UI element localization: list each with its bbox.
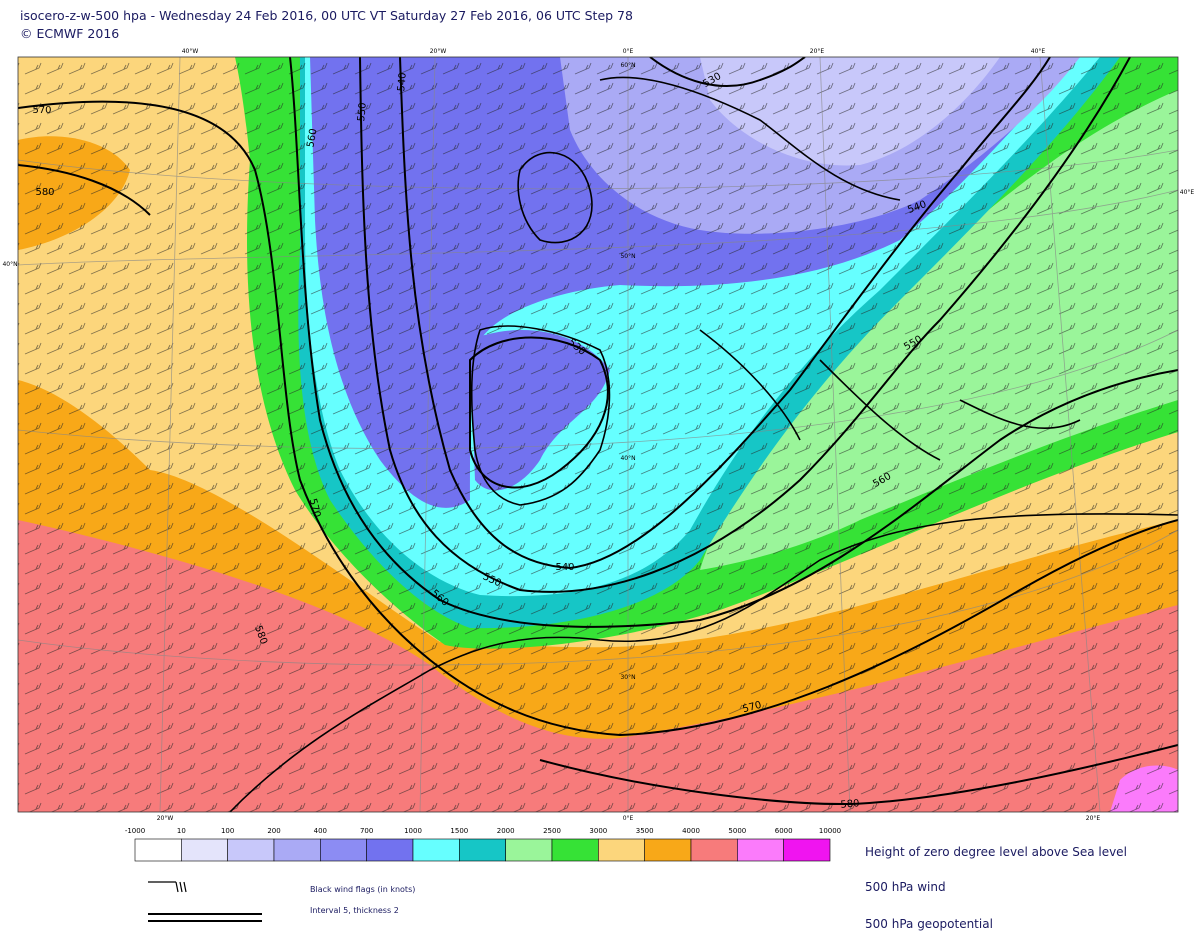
graticule-label: 30°N [620, 674, 635, 681]
legend-break: 700 [360, 827, 373, 835]
contour-label: 550 [356, 102, 369, 122]
legend-break: 3000 [589, 827, 607, 835]
graticule-label: 20°E [810, 48, 825, 55]
contour [18, 100, 1178, 737]
contour-label: 570 [32, 105, 51, 116]
legend-break: 10000 [819, 827, 841, 835]
graticule-labels: 40°W 20°W 0°E 20°E 40°E 60°N 50°N 40°N 3… [2, 48, 1194, 822]
graticule-label: 50°N [620, 253, 635, 260]
legend: Black wind flags (in knots) Interval 5, … [125, 827, 1127, 931]
legend-break: 3500 [636, 827, 654, 835]
legend-break: 10 [177, 827, 186, 835]
barb-icon [148, 881, 187, 893]
legend-break: 100 [221, 827, 234, 835]
legend-swatch [690, 838, 738, 862]
contour [359, 57, 1131, 593]
contour-label: 570 [741, 700, 762, 716]
graticule-label: 40°W [182, 48, 199, 55]
coastline [229, 513, 1178, 812]
legend-break: 200 [267, 827, 280, 835]
legend-break: 6000 [775, 827, 793, 835]
legend-swatch [644, 838, 692, 862]
coastline [470, 325, 611, 506]
contour-icon [148, 913, 262, 922]
contour-label: 560 [305, 128, 319, 149]
legend-note: Interval 5, thickness 2 [310, 906, 399, 915]
legend-break: 2000 [497, 827, 515, 835]
contour-label: 580 [840, 798, 860, 811]
map [18, 57, 1178, 812]
contour-labels: 570 580 560 550 540 530 540 550 530 560 … [32, 71, 928, 811]
graticule-label: 40°N [620, 455, 635, 462]
contour [469, 336, 609, 489]
legend-swatch [273, 838, 321, 862]
contour-label: 540 [555, 562, 574, 573]
graticule [18, 57, 1178, 812]
legend-break: 1500 [450, 827, 468, 835]
legend-swatch [505, 838, 553, 862]
legend-swatch [783, 838, 831, 862]
legend-break: 400 [314, 827, 327, 835]
legend-break: 4000 [682, 827, 700, 835]
copyright: © ECMWF 2016 [20, 26, 119, 41]
contour [399, 57, 1051, 570]
graticule-label: 0°E [623, 815, 634, 822]
map-frame [17, 56, 1179, 813]
legend-title: Height of zero degree level above Sea le… [865, 845, 1127, 859]
graticule-label: 60°N [620, 62, 635, 69]
graticule-label: 40°E [1180, 189, 1195, 196]
legend-note: Black wind flags (in knots) [310, 885, 415, 894]
legend-swatch [227, 838, 275, 862]
graticule-label: 40°N [2, 261, 17, 268]
title: isocero-z-w-500 hpa - Wednesday 24 Feb 2… [20, 8, 633, 23]
legend-swatch [598, 838, 645, 862]
legend-break: 5000 [728, 827, 746, 835]
graticule-label: 0°E [623, 48, 634, 55]
graticule-label: 20°W [157, 815, 174, 822]
contour [289, 57, 1178, 628]
legend-break: 2500 [543, 827, 561, 835]
legend-swatch [551, 838, 599, 862]
legend-swatch [737, 838, 784, 862]
contour-label: 580 [35, 187, 54, 198]
wind-barbs [18, 57, 1178, 812]
contour-label: 570 [307, 497, 323, 518]
legend-break: -1000 [125, 827, 145, 835]
contour-label: 540 [396, 72, 409, 92]
graticule-label: 40°E [1031, 48, 1046, 55]
legend-swatch [320, 838, 367, 862]
legend-title: 500 hPa wind [865, 880, 946, 894]
legend-break: 1000 [404, 827, 422, 835]
coastline [517, 76, 901, 244]
legend-title: 500 hPa geopotential [865, 917, 993, 931]
contour [18, 164, 1178, 806]
legend-swatch [459, 838, 506, 862]
graticule-label: 20°W [430, 48, 447, 55]
legend-swatch [181, 838, 228, 862]
contour [649, 57, 806, 87]
graticule-label: 20°E [1086, 815, 1101, 822]
legend-swatch [366, 838, 414, 862]
coastline [699, 329, 1081, 461]
legend-swatch [134, 838, 182, 862]
legend-swatch [412, 838, 460, 862]
